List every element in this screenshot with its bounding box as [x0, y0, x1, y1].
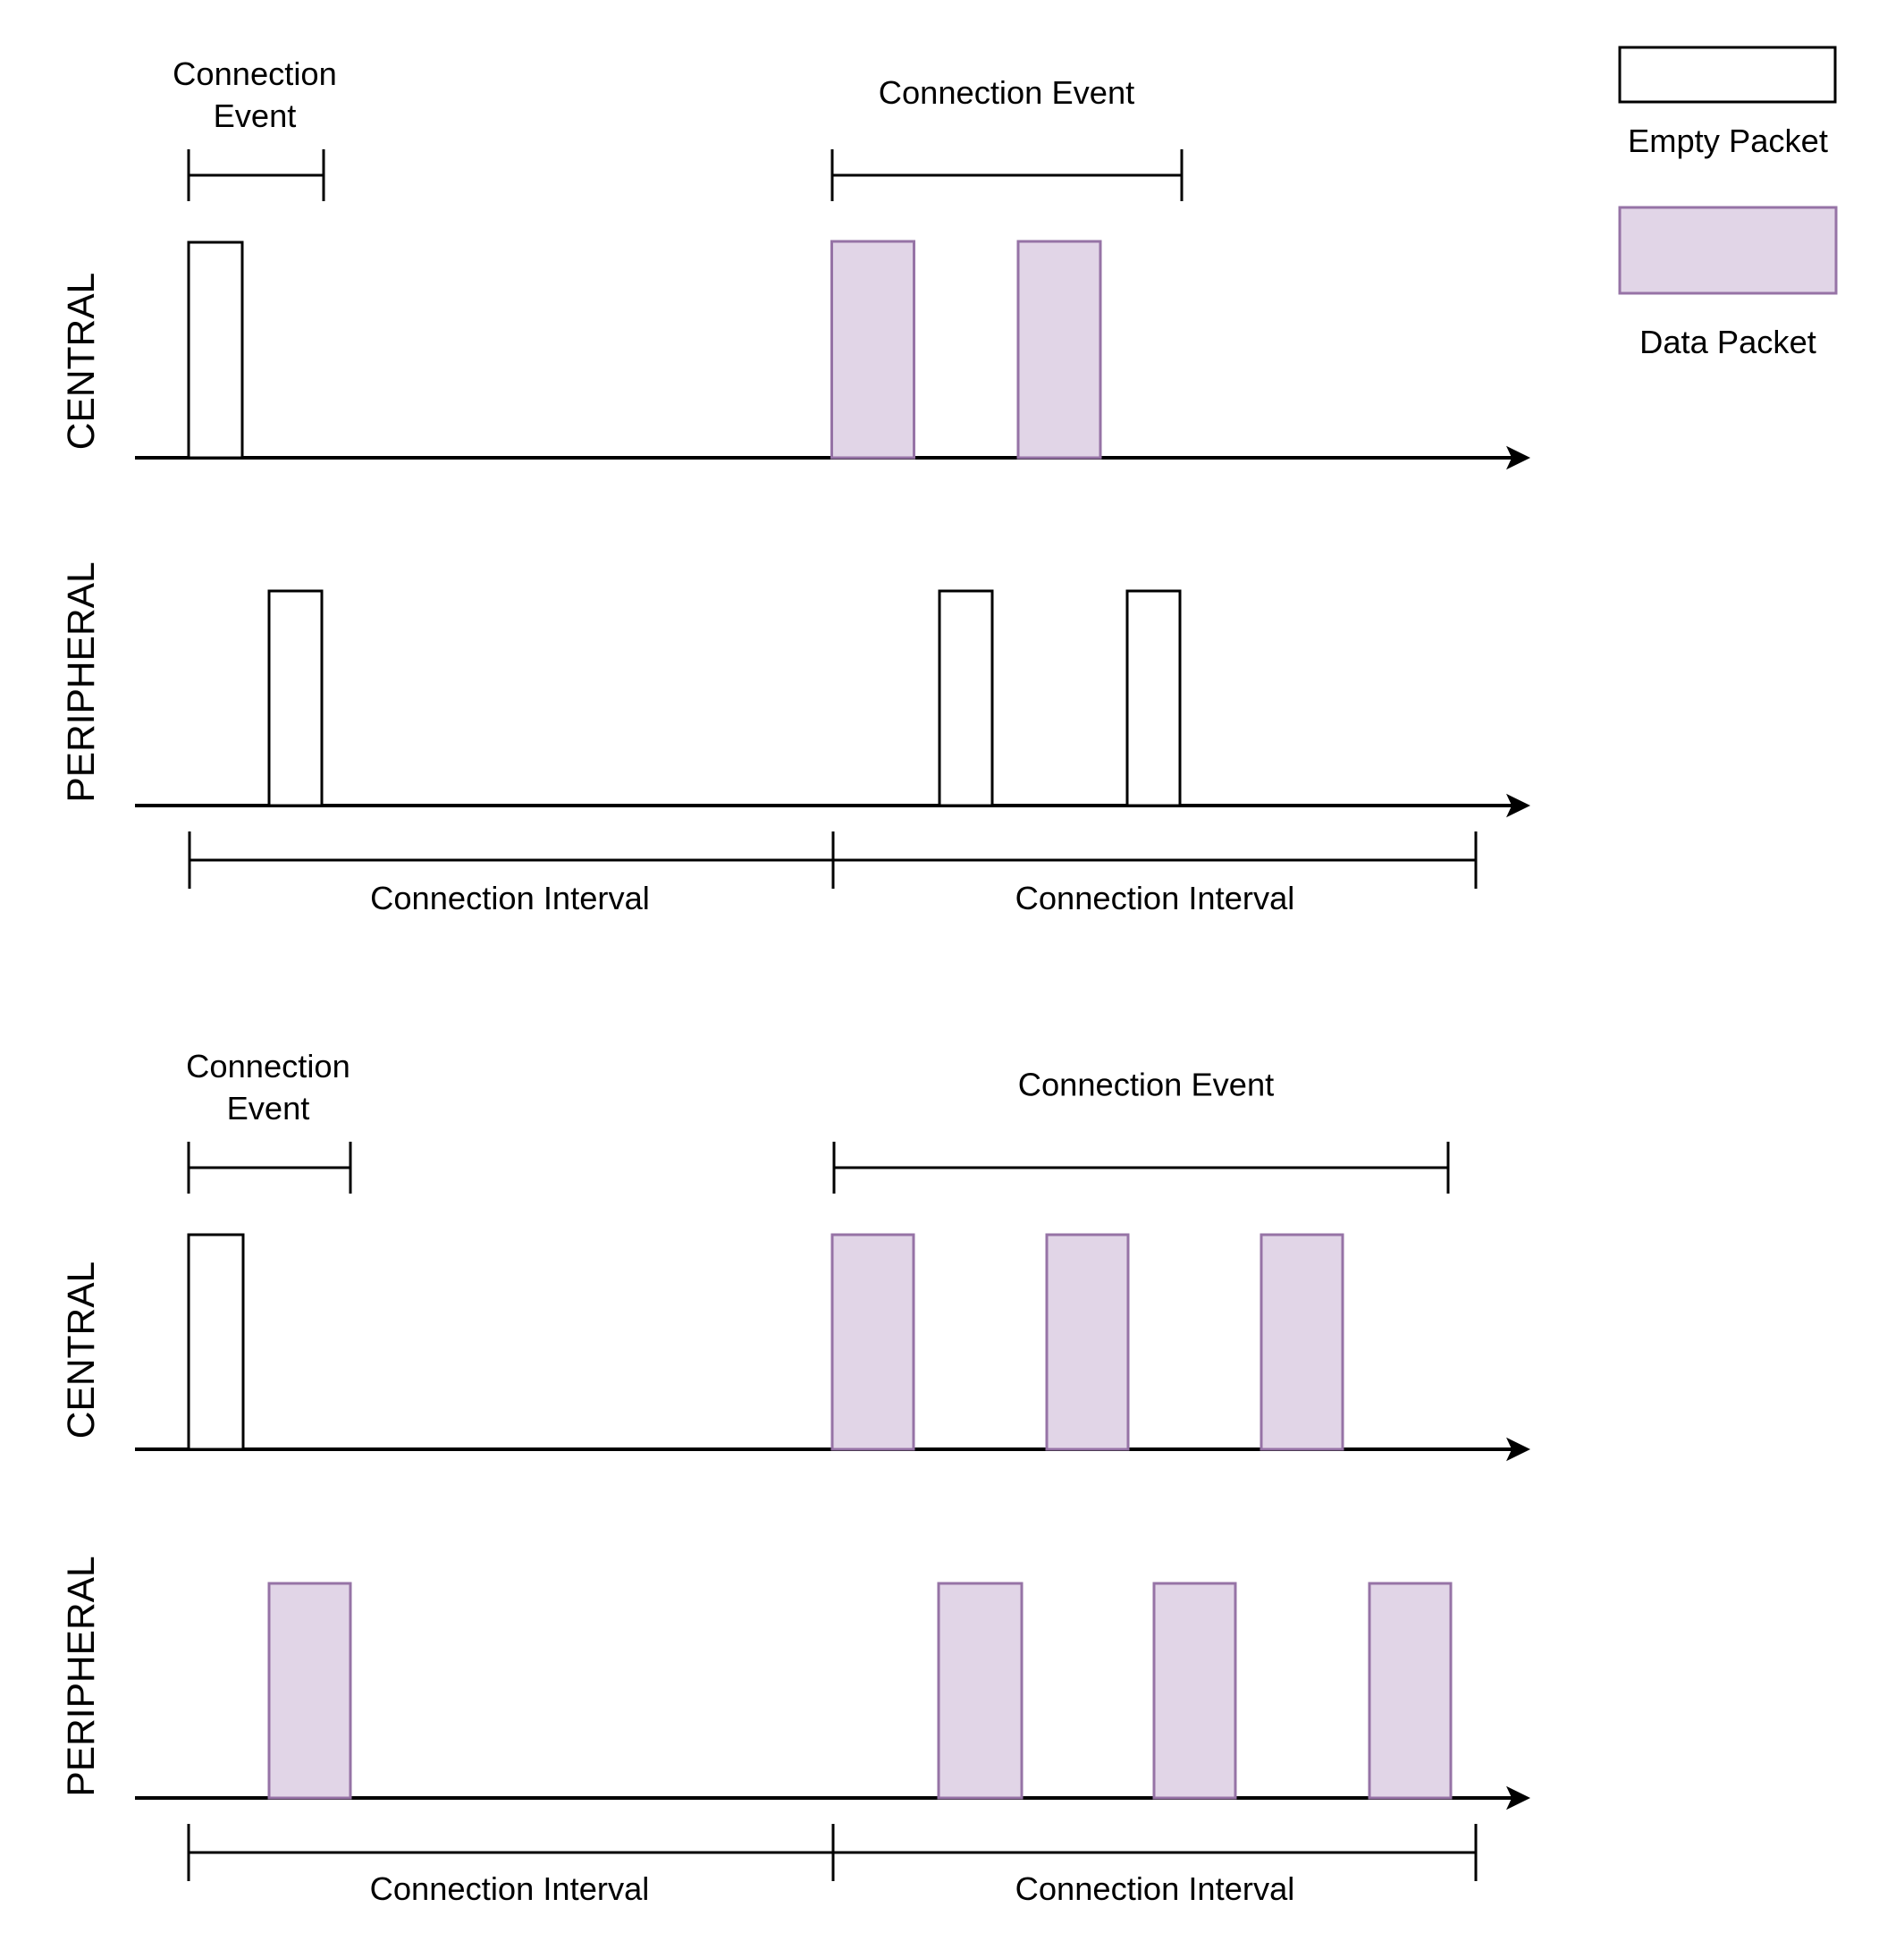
svg-text:Empty Packet: Empty Packet: [1628, 122, 1828, 159]
svg-text:Connection Interval: Connection Interval: [370, 880, 650, 916]
svg-text:Data Packet: Data Packet: [1639, 324, 1816, 360]
svg-text:Event: Event: [214, 97, 297, 134]
svg-text:Connection: Connection: [173, 55, 337, 92]
svg-text:Connection Interval: Connection Interval: [370, 1870, 650, 1907]
svg-text:Connection: Connection: [186, 1048, 350, 1084]
svg-text:Connection Event: Connection Event: [1018, 1067, 1275, 1103]
svg-text:PERIPHERAL: PERIPHERAL: [61, 1556, 103, 1796]
svg-text:Connection Interval: Connection Interval: [1015, 1870, 1295, 1907]
svg-text:Connection Interval: Connection Interval: [1015, 880, 1295, 916]
svg-text:CENTRAL: CENTRAL: [61, 273, 103, 450]
svg-text:PERIPHERAL: PERIPHERAL: [61, 561, 103, 802]
svg-text:Connection Event: Connection Event: [879, 74, 1135, 111]
svg-text:Event: Event: [227, 1090, 310, 1127]
svg-text:CENTRAL: CENTRAL: [61, 1262, 103, 1439]
